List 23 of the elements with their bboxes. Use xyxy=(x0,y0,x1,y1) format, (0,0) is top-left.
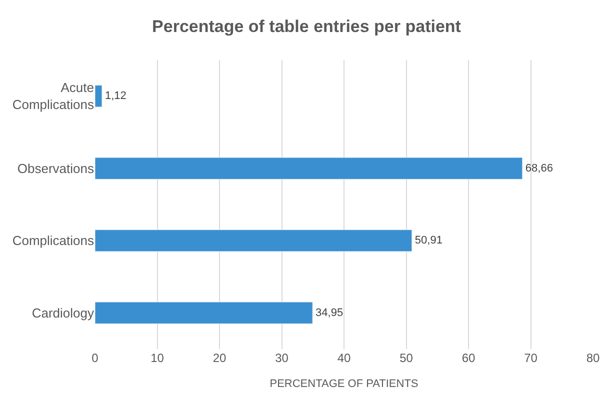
bar xyxy=(95,157,523,180)
x-tick-label: 80 xyxy=(586,351,600,365)
x-axis-title: PERCENTAGE OF PATIENTS xyxy=(270,378,418,390)
x-tick-label: 30 xyxy=(275,351,289,365)
data-label: 34,95 xyxy=(316,306,344,319)
x-tick-label: 60 xyxy=(462,351,476,365)
x-tick-label: 20 xyxy=(212,351,226,365)
data-label: 50,91 xyxy=(414,234,442,247)
x-tick-label: 0 xyxy=(92,351,99,365)
x-tick-label: 70 xyxy=(524,351,538,365)
x-tick-label: 40 xyxy=(337,351,351,365)
bar xyxy=(95,85,102,108)
bar xyxy=(95,302,313,324)
data-label: 68,66 xyxy=(525,162,553,174)
y-tick-label: Complications xyxy=(12,233,94,248)
x-tick-label: 50 xyxy=(400,351,414,365)
y-tick-label: Cardiology xyxy=(32,305,94,320)
chart-title: Percentage of table entries per patient xyxy=(152,16,462,36)
data-label: 1,12 xyxy=(104,90,126,102)
y-tick-label: Acute Complications xyxy=(12,80,94,112)
y-tick-label: Observations xyxy=(17,160,94,176)
x-tick-label: 10 xyxy=(150,351,164,365)
bar xyxy=(95,230,412,252)
